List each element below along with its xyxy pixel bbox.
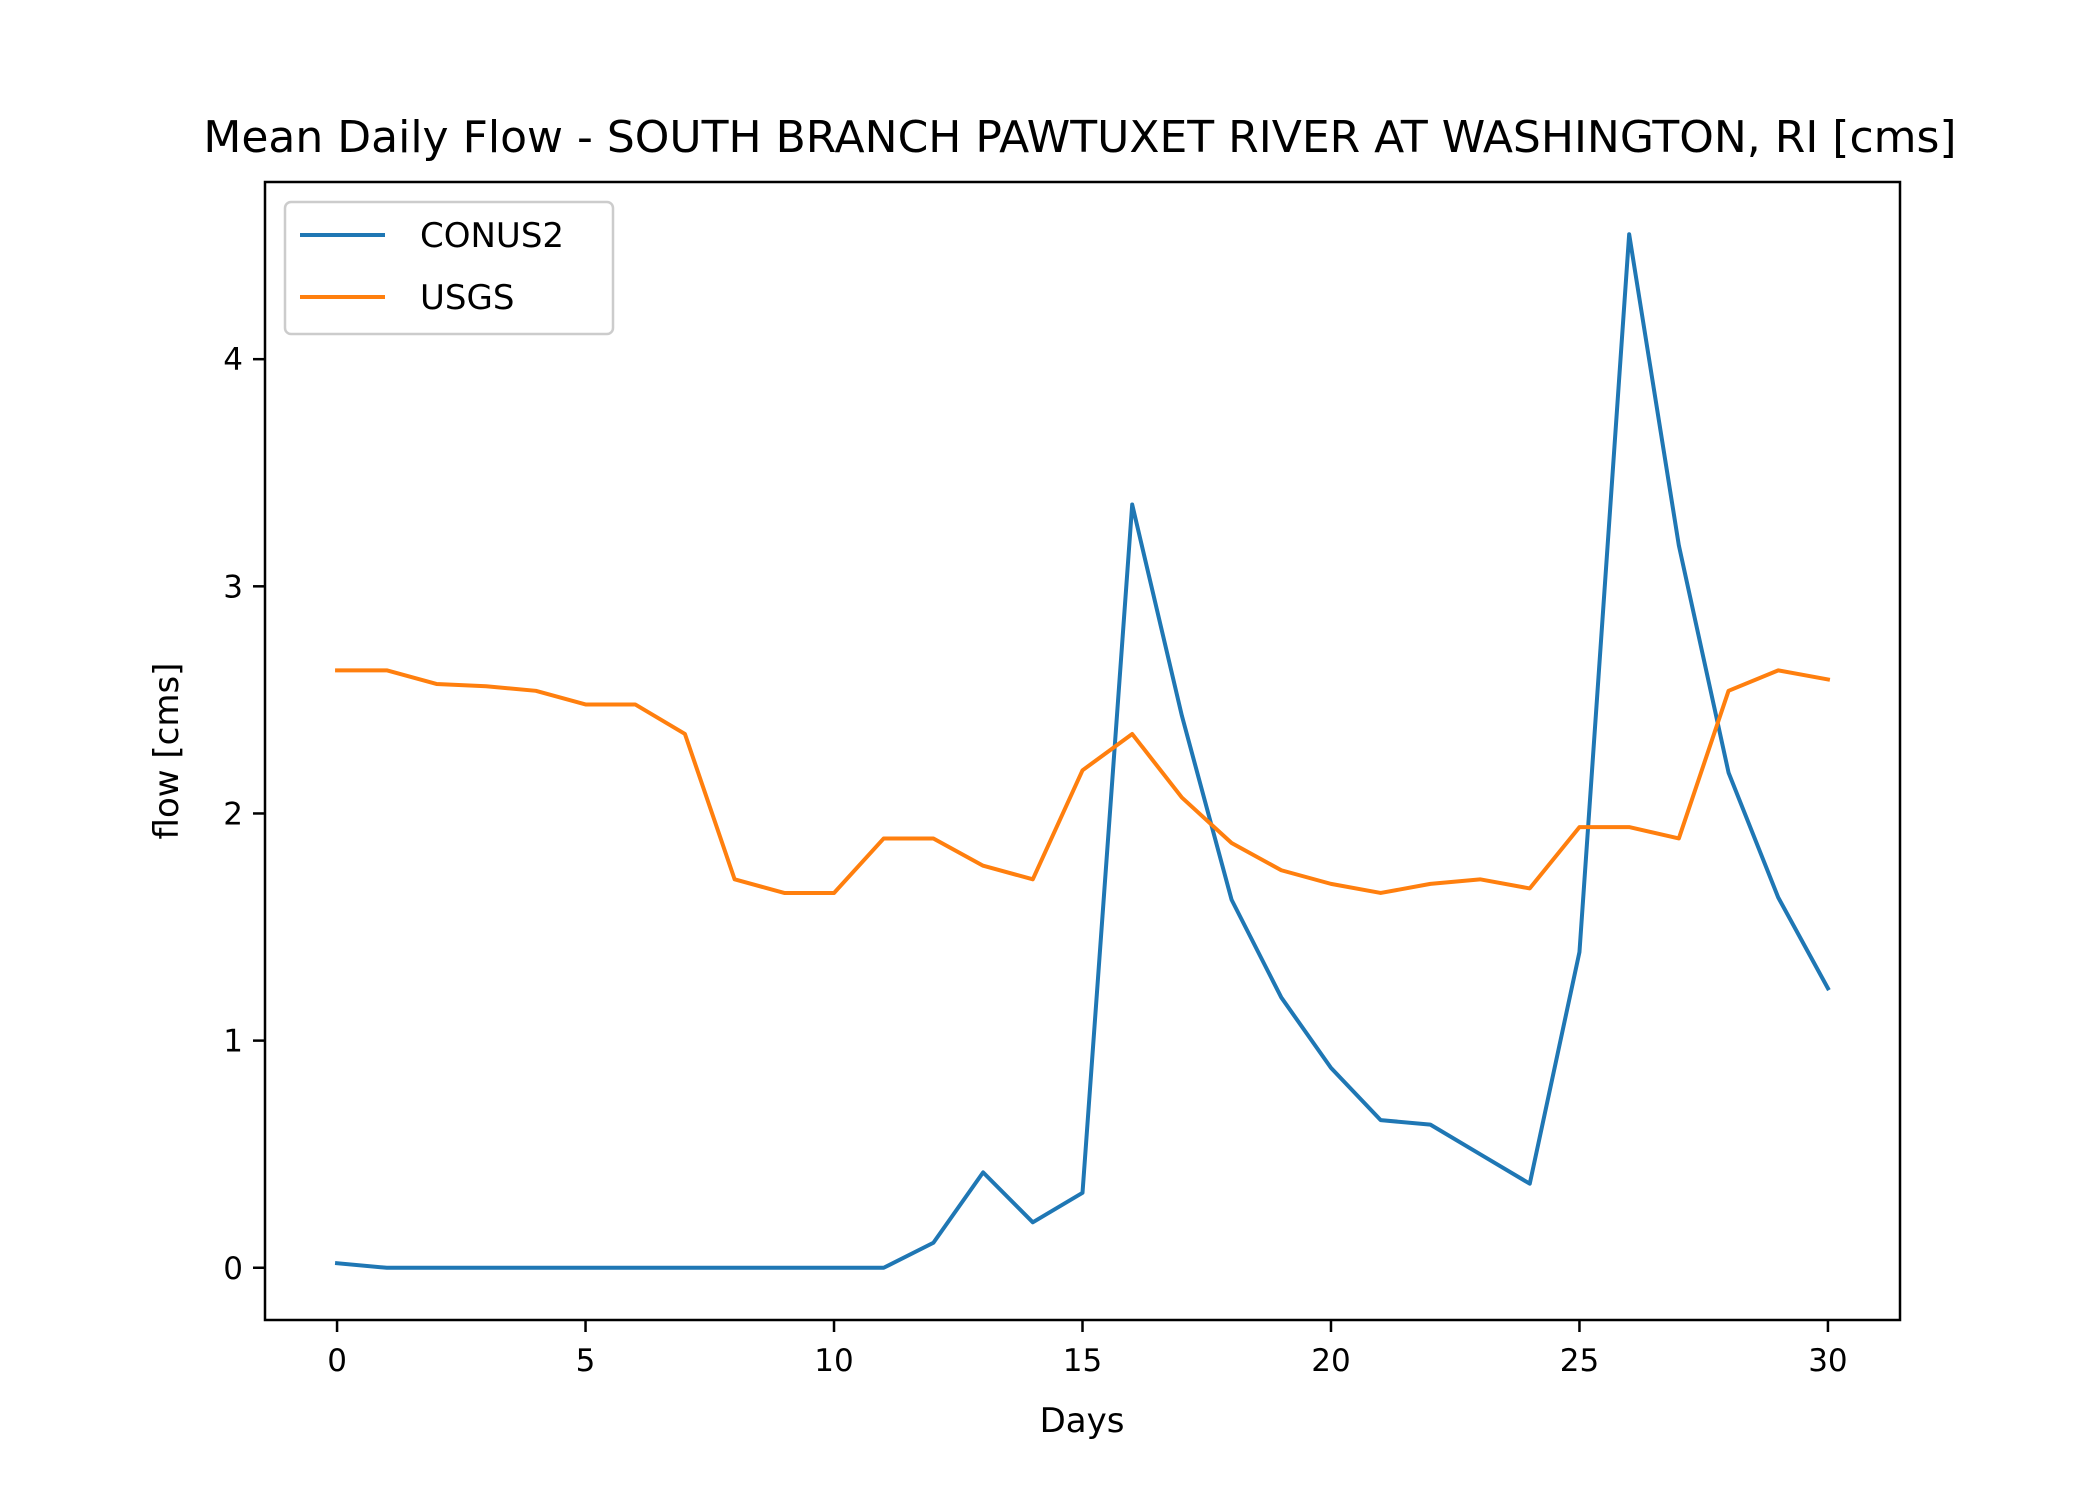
x-tick-label: 15: [1063, 1343, 1102, 1379]
x-tick-label: 0: [327, 1343, 347, 1379]
y-tick-label: 2: [223, 796, 243, 832]
plot-area: [263, 180, 1902, 1322]
series-line-conus2: [334, 232, 1831, 1270]
y-tick-label: 1: [223, 1024, 243, 1060]
y-axis-label: flow [cms]: [147, 663, 187, 840]
x-axis-label: Days: [1040, 1401, 1125, 1441]
y-tick-label: 4: [223, 342, 243, 378]
x-tick-label: 5: [576, 1343, 596, 1379]
series-layer: [334, 232, 1831, 1270]
x-tick-label: 10: [814, 1343, 853, 1379]
chart-title: Mean Daily Flow - SOUTH BRANCH PAWTUXET …: [203, 112, 1956, 163]
y-axis: 0 1 2 3 4: [223, 342, 265, 1287]
y-tick-label: 0: [223, 1251, 243, 1287]
legend-label-usgs: USGS: [420, 278, 514, 318]
series-line-usgs: [335, 668, 1831, 895]
legend: CONUS2 USGS: [283, 200, 615, 336]
plot-frame: [263, 180, 1902, 1322]
legend-label-conus2: CONUS2: [420, 216, 564, 256]
x-tick-label: 25: [1560, 1343, 1599, 1379]
y-tick-label: 3: [223, 569, 243, 605]
x-tick-label: 20: [1311, 1343, 1350, 1379]
x-axis: 0 5 10 15 20 25 30: [327, 1320, 1848, 1379]
x-tick-label: 30: [1808, 1343, 1847, 1379]
